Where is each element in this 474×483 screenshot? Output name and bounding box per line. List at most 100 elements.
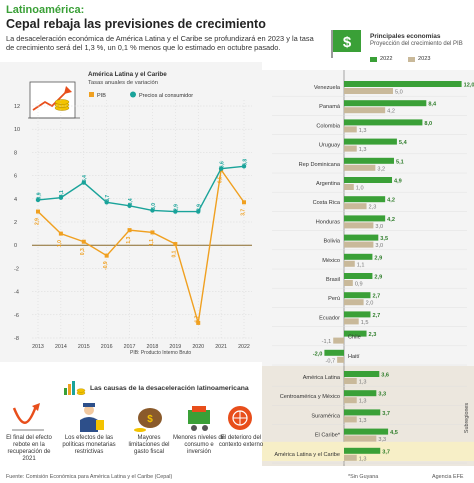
bar-2022 [344,273,373,279]
pib-line [37,167,245,324]
policy-officer-icon [80,403,104,432]
bar-2022-value: 5,1 [396,159,404,165]
bar-2022-value: 3,5 [380,236,388,242]
bar-2022-value: 2,9 [374,275,382,281]
prices-point [35,197,41,203]
bar-category-label: América Latina y el Caribe [274,452,340,458]
bar-2023 [344,126,357,133]
prices-point [150,208,155,213]
bar-category-label: El Caribe* [315,433,341,439]
bar-2022-value: 8,4 [428,102,437,108]
bar-2022 [344,81,462,87]
bar-2023-value: 3,0 [375,243,383,249]
bar-category-label: Colombia [316,123,341,129]
pib-point [173,242,178,247]
bar-2022-value: 3,7 [382,449,390,455]
x-tick-label: 2017 [124,344,136,350]
y-tick-label: 8 [14,150,17,156]
growth-chart-icon [28,81,80,119]
bar-2022-value: 8,0 [424,121,432,127]
cause-label-consumption: Menores niveles de consumo e inversión [172,435,226,455]
bar-2023-value: -1,1 [322,339,332,345]
line-chart-note: PIB: Producto Interno Bruto [130,350,191,356]
pib-point [58,231,63,236]
bar-2023-value: 1,3 [359,399,367,405]
bar-2022 [344,215,386,222]
footer-agency: Agencia EFE [432,474,464,480]
y-tick-label: 4 [14,197,17,203]
bar-2023 [344,241,374,248]
bar-2023-value: 1,5 [361,320,369,326]
footer-source: Fuente: Comisión Económica para América … [6,474,173,480]
bar-category-label: Argentina [316,181,341,187]
bar-2022 [344,371,380,377]
pib-point [36,209,40,214]
prices-value-label: 3,4 [128,198,134,205]
bar-2023 [344,164,376,171]
prices-point [218,166,224,171]
bar-2023-value: 1,3 [359,147,367,153]
bar-2023 [344,378,357,384]
x-tick-label: 2020 [192,344,204,350]
y-tick-label: 0 [14,243,17,249]
bar-2022 [344,100,427,107]
bar-2022 [344,311,371,318]
bar-2023-value: 4,2 [387,109,395,115]
bar-category-label: Suramérica [311,413,340,419]
bar-category-label: Honduras [316,219,340,225]
legend-2023-label: 2023 [418,56,431,62]
prices-value-label: 2,9 [174,204,180,211]
cause-label-monetary: Los efectos de las políticas monetarias … [62,435,116,455]
prices-point [241,164,247,169]
prices-point [81,180,86,185]
pib-point [81,239,86,244]
bar-2023 [344,260,355,267]
spending-icon: $ [134,408,162,432]
pib-value-label: 1,0 [57,240,63,247]
bar-2023-value: 2,0 [366,301,374,307]
bar-2022-value: 3,3 [378,392,386,398]
bar-2023-value: 1,0 [356,186,364,192]
bar-2023 [344,416,357,423]
pib-point [196,320,201,325]
prices-point [127,203,132,208]
bar-2022-value: -2,0 [313,351,323,357]
legend-pib-swatch [89,92,94,97]
bar-2022 [344,157,394,164]
prices-value-label: 3,9 [36,192,42,199]
bar-2023-value: 5,0 [395,90,403,96]
y-tick-label: -2 [14,266,19,272]
bar-2022 [344,447,381,454]
bar-2022-value: 2,3 [369,332,377,338]
bar-2022 [324,349,344,356]
x-tick-label: 2013 [32,344,44,350]
bar-2023 [344,454,357,461]
bar-category-label: Centroamérica y México [280,394,340,400]
pib-value-label: 2,9 [34,218,40,225]
bar-category-label: Bolivia [324,239,341,245]
legend-prices-label: Precios al consumidor [139,93,193,99]
y-tick-label: 10 [14,127,20,133]
pib-value-label: -6,7 [195,315,201,324]
y-tick-label: 12 [14,104,20,110]
bar-2022-value: 4,2 [387,198,395,204]
bar-2022 [344,138,397,145]
bar-category-label: Venezuela [314,85,341,91]
prices-point [196,209,201,214]
bar-2022-value: 12,0 [464,83,474,89]
prices-value-label: 2,9 [197,204,203,211]
bar-2023-value: 0,9 [355,282,363,288]
x-tick-label: 2021 [215,344,227,350]
footer-note: *Sin Guyana [348,474,379,480]
bar-2023-value: 1,3 [359,380,367,386]
causes-icons: $ [12,403,252,432]
y-tick-label: 2 [14,220,17,226]
line-chart-title: América Latina y el Caribe [88,71,167,78]
bar-2022-value: 2,7 [372,313,380,319]
subregions-label: Subregiones [464,403,470,434]
bar-2022 [344,253,373,260]
bar-category-label: Perú [328,296,340,302]
bar-2022 [344,390,377,397]
bar-2022 [344,119,423,126]
bar-2023-value: 2,3 [369,205,377,211]
